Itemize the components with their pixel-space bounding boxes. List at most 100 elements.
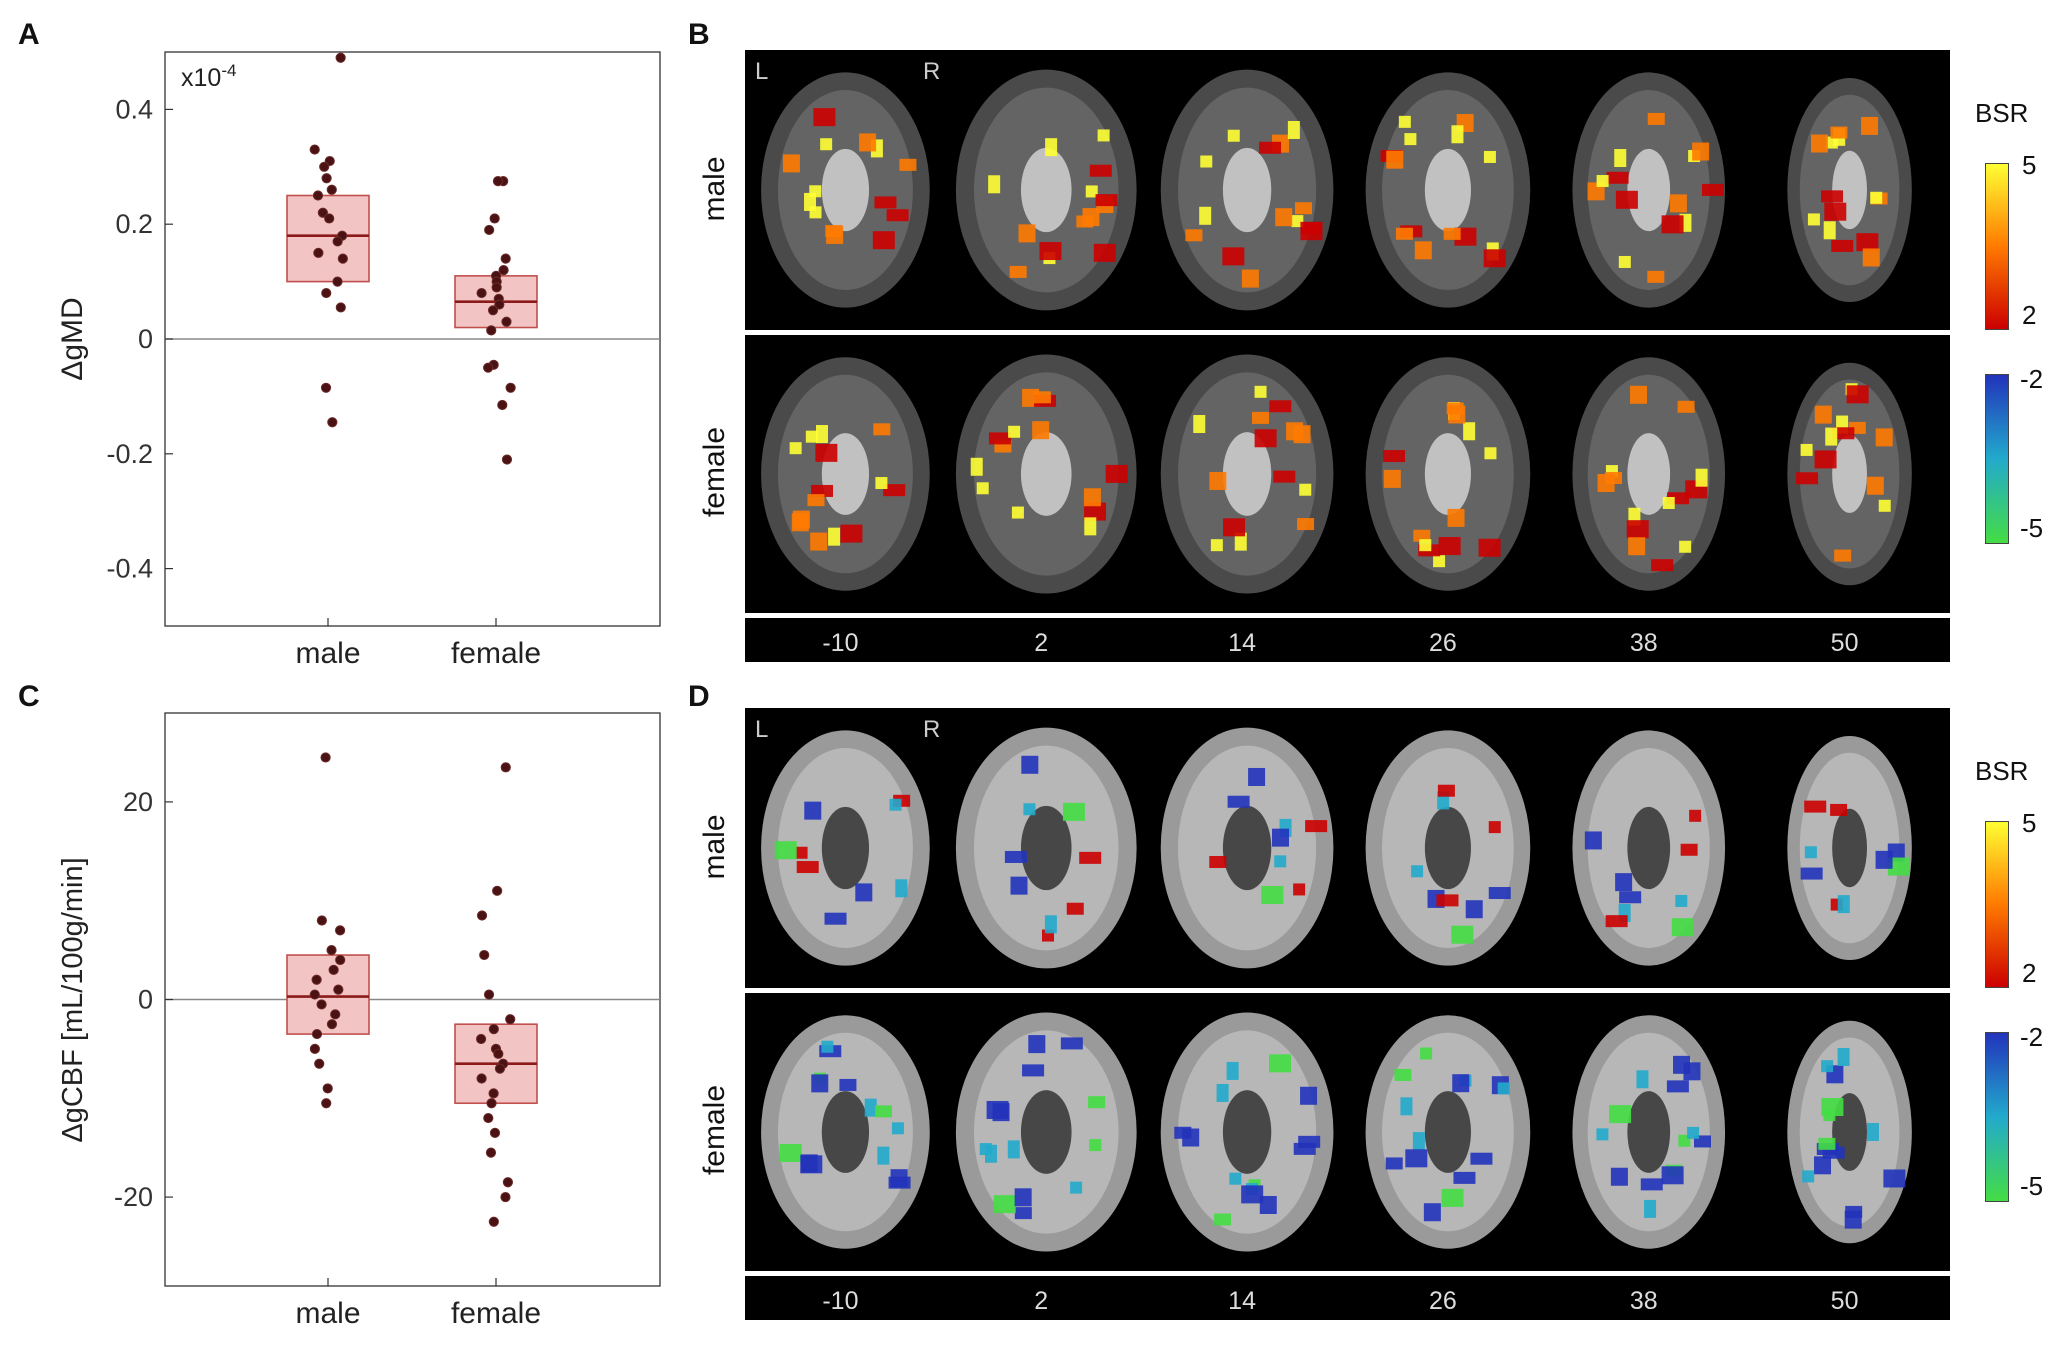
activation-cluster [1083,488,1101,507]
activation-cluster [1814,450,1837,469]
activation-cluster [809,185,822,198]
activation-cluster [979,1143,992,1156]
activation-cluster [1441,1188,1464,1207]
activation-cluster [1814,405,1832,424]
activation-cluster [1259,1195,1277,1214]
data-point-male [316,999,327,1010]
activation-cluster [789,442,802,455]
activation-cluster [1695,468,1708,487]
activation-cluster [1084,502,1107,521]
data-point-male [326,1019,338,1030]
activation-cluster [1004,850,1027,863]
data-point-female [497,399,508,411]
box-male [286,194,370,283]
activation-cluster [1687,1126,1700,1139]
activation-cluster [1032,421,1050,440]
data-point-female [476,910,488,921]
activation-cluster [820,138,833,151]
activation-cluster [1014,1207,1032,1220]
right-hemisphere-label: R [923,716,941,743]
slice-label-38: 38 [1629,629,1658,657]
activation-cluster [1021,755,1039,774]
brain-ventricle [1020,432,1072,516]
brain-ventricle [821,806,870,890]
activation-cluster [1405,1149,1428,1168]
colorbar-negative-min: -5 [2020,513,2044,543]
data-point-female [488,1088,499,1099]
activation-cluster [1488,821,1501,834]
activation-cluster [805,430,818,443]
activation-cluster [1105,464,1128,483]
activation-cluster [1825,427,1838,446]
data-point-male [309,989,320,1000]
colorbar-negative [1985,374,2009,544]
activation-cluster [1033,391,1051,404]
x-tick-label-female: female [451,1297,541,1330]
activation-cluster [976,482,989,495]
chart-c-svg: 20 0 -20 male female ΔgCBF [mL/100g/min] [57,712,661,1330]
activation-cluster [1673,1055,1691,1074]
data-point-male [332,236,343,247]
activation-cluster [1451,125,1464,144]
data-point-male [313,247,324,258]
data-point-male [320,382,332,393]
activation-cluster [1254,429,1277,448]
y-tick-label: -0.4 [106,554,153,584]
brain-strip-male [745,50,1950,330]
activation-cluster [779,1143,802,1162]
activation-cluster [1887,857,1910,876]
colorbar-title: BSR [1975,756,2029,786]
brain-ventricle [1424,148,1471,232]
activation-cluster [1298,1135,1321,1148]
activation-cluster [1023,803,1036,816]
activation-cluster [1199,206,1212,225]
activation-cluster [1878,499,1891,512]
activation-cluster [1870,191,1883,204]
data-point-female [500,762,511,773]
activation-cluster [1814,1156,1832,1175]
data-point-female [493,1048,504,1059]
data-point-female [489,213,500,224]
row-label-male: male [698,814,731,880]
activation-cluster [1647,270,1665,283]
panel-letter-c: C [18,680,40,713]
data-point-female [501,454,513,465]
panel-letter-a: A [18,18,40,51]
data-point-male [321,287,332,299]
activation-cluster [774,841,797,860]
activation-cluster [1636,1070,1649,1089]
activation-cluster [1297,518,1315,531]
activation-cluster [811,1074,829,1093]
activation-cluster [1273,470,1296,483]
row-label-female: female [698,426,731,518]
activation-cluster [1844,1210,1862,1229]
data-point-male [335,302,346,313]
colorbar-positive-max: 5 [2022,150,2037,180]
activation-cluster [1883,1169,1906,1188]
data-point-male [312,190,324,201]
slice-label-26: 26 [1429,1287,1457,1315]
activation-cluster [1008,425,1021,438]
brain-ventricle [1020,1090,1072,1174]
activation-cluster [1018,224,1036,243]
activation-cluster [988,175,1001,194]
activation-cluster [1679,540,1692,553]
activation-cluster [1394,1068,1412,1081]
data-point-male [334,925,346,936]
y-tick-label: 0.4 [115,94,153,124]
data-point-female [483,362,494,373]
slice-label--10: -10 [822,629,859,657]
brain-ventricle [1627,1091,1671,1173]
activation-cluster [1254,385,1267,398]
colorbar-title: BSR [1975,98,2029,128]
activation-cluster [1800,443,1813,456]
activation-cluster [1615,873,1633,892]
activation-cluster [821,1040,834,1053]
activation-cluster [1626,520,1649,539]
colorbar-negative-max: -2 [2020,1022,2044,1052]
data-point-male [314,1058,325,1069]
activation-cluster [800,1155,823,1174]
activation-cluster [1666,1080,1689,1093]
activation-cluster [1039,242,1062,261]
y-tick-label: 0 [138,985,153,1015]
